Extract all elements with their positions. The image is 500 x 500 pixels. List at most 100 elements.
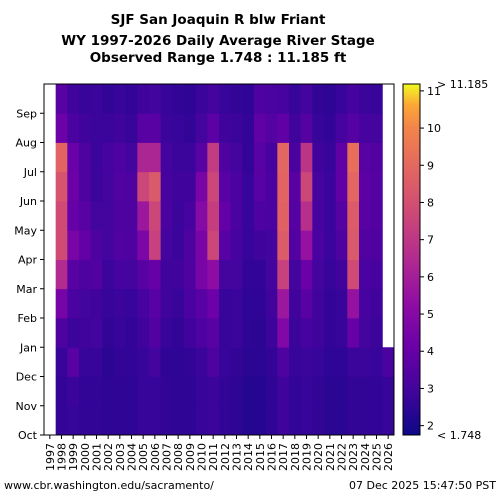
heat-cell-2001-Feb — [90, 288, 103, 319]
heat-cell-2023-Aug — [347, 113, 360, 143]
heat-cell-2020-Mar — [312, 259, 325, 290]
heat-cell-2010-Mar — [195, 259, 208, 290]
heat-cell-2011-Oct — [207, 405, 220, 436]
heat-cell-2023-Dec — [347, 347, 360, 377]
heat-cell-2020-Oct — [312, 405, 325, 436]
heat-cell-2000-Sep — [79, 84, 92, 114]
heat-cell-1999-May — [67, 201, 80, 231]
heat-cell-2024-Nov — [359, 376, 372, 407]
heat-cell-2003-Jul — [114, 142, 127, 173]
heat-cell-2007-Jan — [160, 318, 173, 348]
heat-cell-2021-Jan — [324, 318, 337, 348]
heat-cell-2013-Dec — [230, 347, 243, 377]
heat-cell-2001-Aug — [90, 113, 103, 143]
heat-cell-2002-Feb — [102, 288, 115, 319]
heat-cell-2019-Jul — [300, 142, 313, 173]
heat-cell-2011-Jun — [207, 171, 220, 202]
y-tick-label-aug: Aug — [16, 137, 37, 150]
heat-cell-2025-Feb — [370, 288, 383, 319]
heat-cell-2013-Jan — [230, 318, 243, 348]
colorbar-tick-label-3: 3 — [427, 382, 434, 395]
heat-cell-2010-Jul — [195, 142, 208, 173]
heat-cell-2011-Apr — [207, 230, 220, 260]
heat-cell-2000-Aug — [79, 113, 92, 143]
x-tick-label-2024: 2024 — [359, 443, 372, 471]
heat-cell-2001-Apr — [90, 230, 103, 260]
heat-cell-2012-Jan — [219, 318, 232, 348]
heat-cell-2021-Jul — [324, 142, 337, 173]
y-tick-label-jan: Jan — [19, 341, 37, 354]
heat-cell-2011-Jan — [207, 318, 220, 348]
heat-cell-2002-Dec — [102, 347, 115, 377]
heat-cell-2010-Sep — [195, 84, 208, 114]
heat-cell-2002-Jun — [102, 171, 115, 202]
heat-cell-2007-Mar — [160, 259, 173, 290]
heat-cell-2025-Mar — [370, 259, 383, 290]
heat-cell-2008-Oct — [172, 405, 185, 436]
heat-cell-2024-May — [359, 201, 372, 231]
x-tick-label-2003: 2003 — [114, 443, 127, 471]
heat-cell-1998-Dec — [55, 347, 68, 377]
heat-cell-2011-Jul — [207, 142, 220, 173]
heat-cell-1999-Feb — [67, 288, 80, 319]
colorbar-tick-label-4: 4 — [427, 345, 434, 358]
heat-cell-2026-Nov — [382, 376, 395, 407]
heat-cell-2005-Sep — [137, 84, 150, 114]
heat-cell-2002-Oct — [102, 405, 115, 436]
heat-cell-2018-Sep — [289, 84, 302, 114]
heat-cell-2005-Oct — [137, 405, 150, 436]
heat-cell-2006-Feb — [149, 288, 162, 319]
heat-cell-2014-Dec — [242, 347, 255, 377]
heat-cell-2002-May — [102, 201, 115, 231]
heat-cell-2025-Nov — [370, 376, 383, 407]
heat-cell-2004-May — [125, 201, 138, 231]
y-tick-label-nov: Nov — [16, 400, 38, 413]
heat-cell-2003-Apr — [114, 230, 127, 260]
heat-cell-2013-Jul — [230, 142, 243, 173]
heat-cell-2024-Jun — [359, 171, 372, 202]
heat-cell-2024-Apr — [359, 230, 372, 260]
heat-cell-2025-Sep — [370, 84, 383, 114]
heat-cell-2017-Jan — [277, 318, 290, 348]
heat-cell-2007-Apr — [160, 230, 173, 260]
heat-cell-2023-Feb — [347, 288, 360, 319]
heat-cell-2013-Jun — [230, 171, 243, 202]
heat-cell-2004-Oct — [125, 405, 138, 436]
heat-cell-2015-Oct — [254, 405, 267, 436]
heat-cell-2015-Jul — [254, 142, 267, 173]
heat-cell-2009-Nov — [184, 376, 197, 407]
heat-cell-2008-Apr — [172, 230, 185, 260]
heat-cell-2018-Aug — [289, 113, 302, 143]
heat-cell-2014-Apr — [242, 230, 255, 260]
heat-cell-1999-Mar — [67, 259, 80, 290]
heat-cell-2012-May — [219, 201, 232, 231]
heat-cell-2018-Mar — [289, 259, 302, 290]
heat-cell-2017-Nov — [277, 376, 290, 407]
heat-cell-2020-Jul — [312, 142, 325, 173]
heat-cell-2014-Feb — [242, 288, 255, 319]
heat-cell-2021-Jun — [324, 171, 337, 202]
heat-cell-2020-May — [312, 201, 325, 231]
heat-cell-2021-Aug — [324, 113, 337, 143]
heat-cell-2017-Apr — [277, 230, 290, 260]
heat-cell-2002-Aug — [102, 113, 115, 143]
heat-cell-2006-Apr — [149, 230, 162, 260]
heat-cell-2002-Apr — [102, 230, 115, 260]
heat-cell-2002-Jul — [102, 142, 115, 173]
heat-cell-2001-May — [90, 201, 103, 231]
heat-cell-2016-Feb — [265, 288, 278, 319]
heat-cell-2014-Jul — [242, 142, 255, 173]
heat-cell-2001-Jun — [90, 171, 103, 202]
heat-cell-2020-Dec — [312, 347, 325, 377]
heat-cell-2019-Aug — [300, 113, 313, 143]
heat-cell-2001-Dec — [90, 347, 103, 377]
y-axis: Oct Nov Dec Jan Feb Mar Apr May Jun Jul Aug Sep — [14, 107, 44, 442]
heat-cell-2007-Sep — [160, 84, 173, 114]
heat-cell-2025-Oct — [370, 405, 383, 436]
heat-cell-2011-Dec — [207, 347, 220, 377]
heat-cell-2023-May — [347, 201, 360, 231]
heat-cell-2007-Dec — [160, 347, 173, 377]
heat-cell-2005-Mar — [137, 259, 150, 290]
heat-cell-2001-Jan — [90, 318, 103, 348]
heat-cell-2007-Jun — [160, 171, 173, 202]
